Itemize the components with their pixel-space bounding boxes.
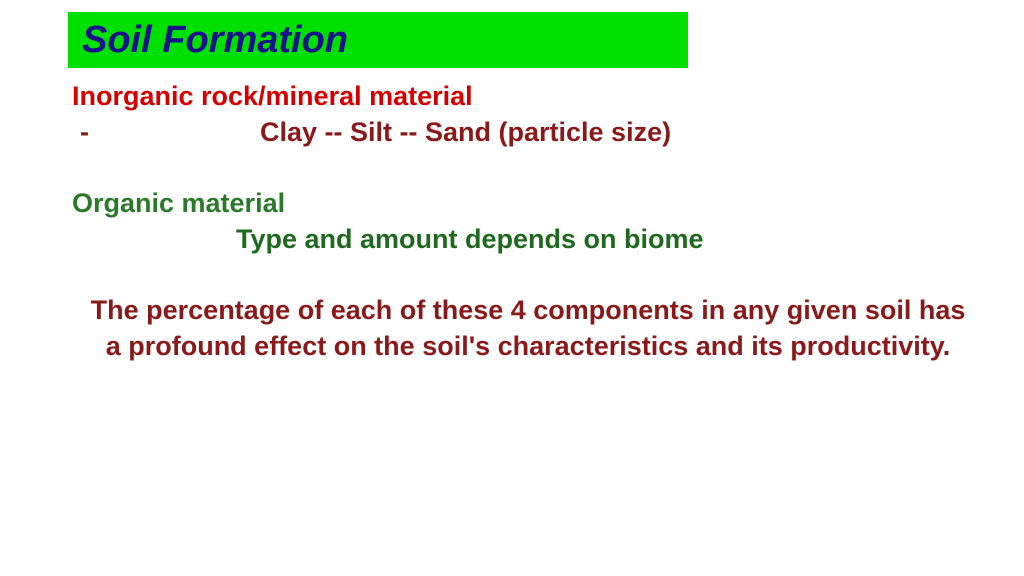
content-area: Inorganic rock/mineral material -Clay --… bbox=[72, 78, 984, 365]
title-bar: Soil Formation bbox=[68, 12, 688, 68]
line-biome: Type and amount depends on biome bbox=[72, 221, 984, 257]
spacer-1 bbox=[72, 151, 984, 185]
paragraph-summary: The percentage of each of these 4 compon… bbox=[72, 292, 984, 365]
title-text: Soil Formation bbox=[82, 19, 348, 62]
line-particle-size: -Clay -- Silt -- Sand (particle size) bbox=[72, 114, 984, 150]
line-organic-heading: Organic material bbox=[72, 185, 984, 221]
line-particle-size-text: Clay -- Silt -- Sand (particle size) bbox=[260, 117, 671, 147]
line-inorganic-heading: Inorganic rock/mineral material bbox=[72, 78, 984, 114]
spacer-2 bbox=[72, 258, 984, 292]
dash-bullet: - bbox=[80, 114, 260, 150]
